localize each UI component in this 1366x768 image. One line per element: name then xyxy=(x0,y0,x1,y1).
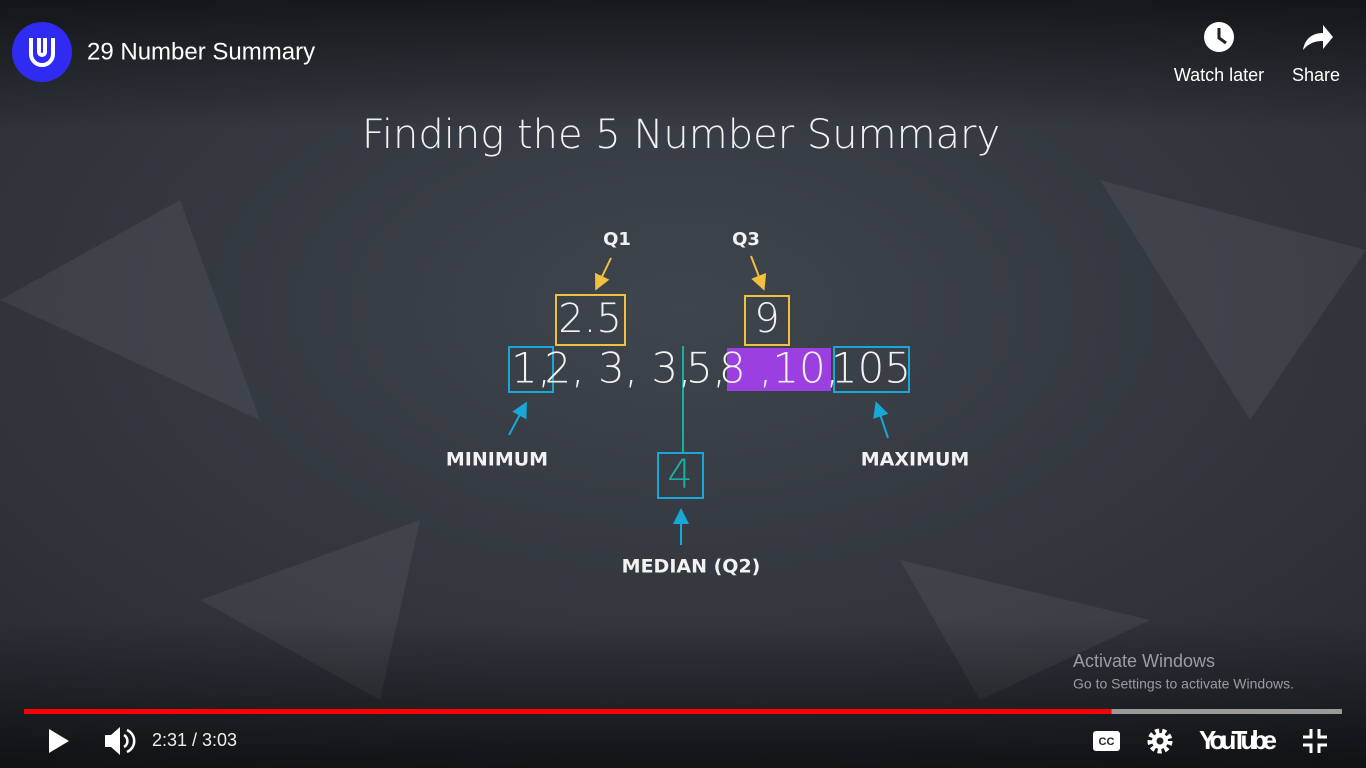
sequence-item: 1, xyxy=(511,344,551,393)
q1-value: 2.5 xyxy=(558,296,622,342)
youtube-logo[interactable]: YouTube xyxy=(1199,725,1277,755)
channel-avatar[interactable] xyxy=(12,22,72,82)
top-shade xyxy=(0,0,1366,130)
svg-text:CC: CC xyxy=(1099,736,1115,748)
sequence-item: 5, xyxy=(686,344,726,393)
q3-arrow xyxy=(750,255,767,291)
watermark-subtitle: Go to Settings to activate Windows. xyxy=(1073,676,1294,692)
watermark-title: Activate Windows xyxy=(1073,651,1215,671)
slide-title: Finding the 5 Number Summary xyxy=(362,112,1000,158)
sequence-item: 2, 3, 3, xyxy=(545,344,692,393)
upper-half-highlight xyxy=(727,348,831,391)
q3-box xyxy=(744,295,790,346)
watch-later-label[interactable]: Watch later xyxy=(1174,65,1264,85)
minimum-box xyxy=(508,346,554,393)
sequence-item: 105 xyxy=(831,344,911,393)
captions-button[interactable]: CC xyxy=(1093,731,1120,751)
volume-button[interactable] xyxy=(105,727,136,755)
q1-arrow xyxy=(595,257,612,291)
q1-label: Q1 xyxy=(603,229,631,250)
watch-later-button[interactable]: Watch later xyxy=(1174,22,1264,85)
maximum-arrow xyxy=(873,401,889,439)
median-label: MEDIAN (Q2) xyxy=(622,556,761,578)
play-button[interactable] xyxy=(49,729,69,753)
video-title[interactable]: 29 Number Summary xyxy=(87,38,315,65)
q3-label: Q3 xyxy=(732,229,760,250)
share-button[interactable]: Share xyxy=(1292,25,1340,85)
share-label[interactable]: Share xyxy=(1292,65,1340,85)
slide: Finding the 5 Number Summary Q1 Q3 2.5 9… xyxy=(362,112,1000,578)
exit-fullscreen-button[interactable] xyxy=(1303,729,1327,753)
minimum-arrow xyxy=(508,401,527,436)
maximum-box xyxy=(833,346,910,393)
time-display: 2:31 / 3:03 xyxy=(152,730,237,750)
progress-played[interactable] xyxy=(24,709,1112,714)
q3-value: 9 xyxy=(754,296,779,342)
settings-button[interactable] xyxy=(1147,728,1173,754)
median-value: 4 xyxy=(667,452,692,498)
maximum-label: MAXIMUM xyxy=(861,449,970,471)
bottom-shade xyxy=(0,620,1366,768)
minimum-label: MINIMUM xyxy=(446,449,548,471)
sequence-item: 8 ,10, xyxy=(719,344,839,393)
median-box xyxy=(657,452,704,499)
q1-box xyxy=(555,294,626,346)
